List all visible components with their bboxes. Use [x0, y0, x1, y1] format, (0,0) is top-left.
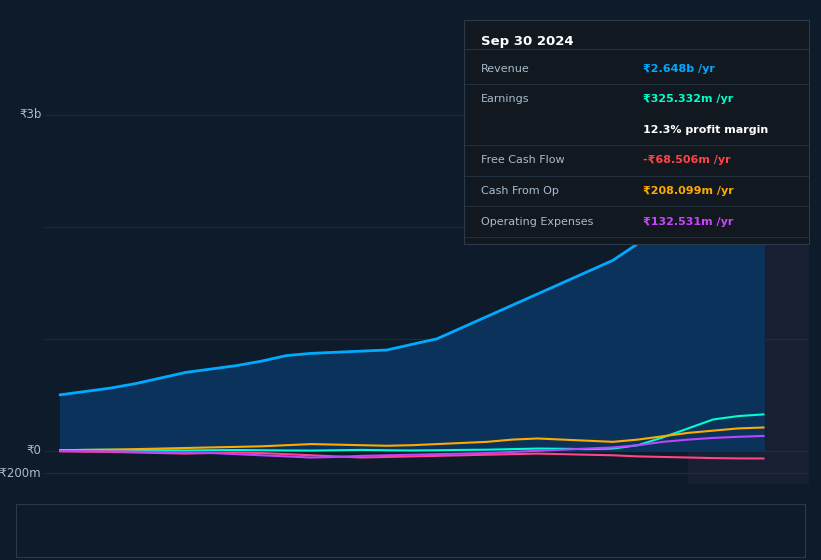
- Text: ●: ●: [484, 526, 497, 540]
- Text: ₹208.099m /yr: ₹208.099m /yr: [643, 186, 734, 196]
- Text: 2022: 2022: [471, 506, 503, 519]
- Text: 2023: 2023: [572, 506, 603, 519]
- Text: ₹3b: ₹3b: [19, 108, 41, 122]
- Text: Revenue: Revenue: [62, 528, 110, 538]
- Text: ₹2.648b /yr: ₹2.648b /yr: [643, 63, 715, 73]
- Text: 2020: 2020: [270, 506, 302, 519]
- Text: Earnings: Earnings: [209, 528, 258, 538]
- Text: ●: ●: [632, 526, 644, 540]
- Text: Cash From Op: Cash From Op: [481, 186, 559, 196]
- Text: 2024: 2024: [672, 506, 704, 519]
- Text: ₹325.332m /yr: ₹325.332m /yr: [643, 94, 733, 104]
- Text: -₹200m: -₹200m: [0, 466, 41, 480]
- Text: 2021: 2021: [371, 506, 402, 519]
- Text: ₹0: ₹0: [26, 444, 41, 458]
- Text: Earnings: Earnings: [481, 94, 530, 104]
- Text: Revenue: Revenue: [481, 63, 530, 73]
- Text: Operating Expenses: Operating Expenses: [653, 528, 765, 538]
- Text: ●: ●: [189, 526, 201, 540]
- Text: -₹68.506m /yr: -₹68.506m /yr: [643, 155, 731, 165]
- Text: Operating Expenses: Operating Expenses: [481, 217, 594, 227]
- Text: Sep 30 2024: Sep 30 2024: [481, 35, 574, 48]
- Text: Free Cash Flow: Free Cash Flow: [357, 528, 441, 538]
- Text: ●: ●: [337, 526, 349, 540]
- Text: 12.3% profit margin: 12.3% profit margin: [643, 125, 768, 135]
- Text: ₹132.531m /yr: ₹132.531m /yr: [643, 217, 733, 227]
- Text: Cash From Op: Cash From Op: [505, 528, 583, 538]
- Text: Free Cash Flow: Free Cash Flow: [481, 155, 565, 165]
- Bar: [688, 92, 809, 484]
- Text: 2019: 2019: [170, 506, 202, 519]
- Text: ●: ●: [41, 526, 53, 540]
